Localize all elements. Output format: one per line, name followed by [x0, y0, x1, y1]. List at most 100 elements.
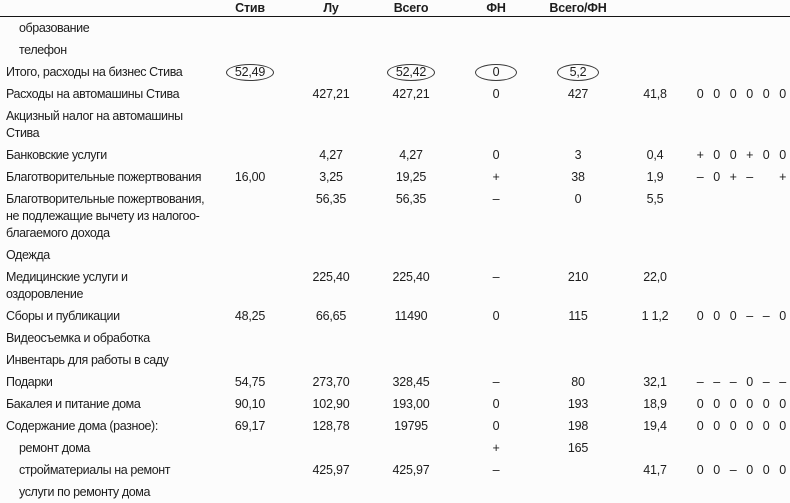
cell-totalfn: 198: [538, 418, 618, 435]
cell-flag-1: 0: [692, 418, 709, 435]
cell-lu: 425,97: [294, 462, 368, 479]
row-label: Благотворительные пожертвования, не подл…: [0, 191, 206, 242]
cell-flag-5: –: [758, 308, 775, 325]
circled-value: 5,2: [557, 64, 599, 81]
cell-flag-4: 0: [742, 418, 759, 435]
cell-lu: 3,25: [294, 169, 368, 186]
cell-percent: 1 1,2: [618, 308, 692, 325]
col-header-steve: Стив: [206, 2, 294, 15]
cell-flag-1: 0: [692, 462, 709, 479]
table-row: Итого, расходы на бизнес Стива 52,49 52,…: [0, 61, 790, 83]
cell-flag-3: 0: [725, 418, 742, 435]
cell-percent: 5,5: [618, 191, 692, 208]
cell-flag-3: 0: [725, 86, 742, 103]
cell-fn: 0: [454, 396, 538, 413]
cell-flag-1: –: [692, 374, 709, 391]
row-label: Медицинские услуги и оздоровление: [0, 269, 206, 303]
table-row: Медицинские услуги и оздоровление 225,40…: [0, 266, 790, 305]
col-header-totalfn: Всего/ФН: [538, 2, 618, 15]
table-row: стройматериалы на ремонт 425,97 425,97 –…: [0, 459, 790, 481]
cell-flag-3: 0: [725, 308, 742, 325]
table-row: услуги по ремонту дома: [0, 481, 790, 503]
cell-flag-2: 0: [709, 308, 726, 325]
cell-flag-5: –: [758, 374, 775, 391]
circled-value: 0: [475, 64, 517, 81]
cell-total: 225,40: [368, 269, 454, 286]
cell-flag-6: –: [775, 374, 790, 391]
table-row: Банковские услуги 4,27 4,27 0 3 0,4 + 0 …: [0, 144, 790, 166]
cell-flag-4: 0: [742, 86, 759, 103]
table-row: образование: [0, 17, 790, 39]
cell-fn: 0: [454, 64, 538, 81]
row-label: Сборы и публикации: [0, 308, 206, 325]
row-label: Видеосъемка и обработка: [0, 330, 206, 347]
table-row: Акцизный налог на автомашины Стива: [0, 105, 790, 144]
cell-steve: 16,00: [206, 169, 294, 186]
cell-percent: 18,9: [618, 396, 692, 413]
cell-percent: 19,4: [618, 418, 692, 435]
cell-flag-5: 0: [758, 418, 775, 435]
cell-flag-6: 0: [775, 147, 790, 164]
table-row: телефон: [0, 39, 790, 61]
cell-fn: +: [454, 169, 538, 186]
cell-flag-5: 0: [758, 462, 775, 479]
table-row: Одежда: [0, 244, 790, 266]
table-header-row: Стив Лу Всего ФН Всего/ФН: [0, 0, 790, 17]
table-row: Благотворительные пожертвования, не подл…: [0, 188, 790, 244]
table-row: Благотворительные пожертвования 16,00 3,…: [0, 166, 790, 188]
row-label: образование: [0, 20, 206, 37]
cell-flag-5: 0: [758, 86, 775, 103]
table-row: ремонт дома + 165: [0, 437, 790, 459]
row-label: стройматериалы на ремонт: [0, 462, 206, 479]
cell-flag-3: +: [725, 169, 742, 186]
cell-flag-1: –: [692, 169, 709, 186]
cell-total: 52,42: [368, 64, 454, 81]
cell-total: 19795: [368, 418, 454, 435]
cell-fn: 0: [454, 86, 538, 103]
cell-total: 19,25: [368, 169, 454, 186]
cell-totalfn: 0: [538, 191, 618, 208]
cell-flag-2: 0: [709, 86, 726, 103]
circled-value: 52,49: [226, 64, 274, 81]
cell-steve: 90,10: [206, 396, 294, 413]
cell-total: 193,00: [368, 396, 454, 413]
cell-fn: +: [454, 440, 538, 457]
cell-flag-2: 0: [709, 462, 726, 479]
cell-total: 4,27: [368, 147, 454, 164]
cell-flag-6: +: [775, 169, 790, 186]
cell-lu: 273,70: [294, 374, 368, 391]
cell-totalfn: 193: [538, 396, 618, 413]
cell-steve: 69,17: [206, 418, 294, 435]
row-label: Расходы на автомашины Стива: [0, 86, 206, 103]
cell-fn: 0: [454, 147, 538, 164]
row-label: ремонт дома: [0, 440, 206, 457]
cell-flag-2: –: [709, 374, 726, 391]
cell-totalfn: 5,2: [538, 64, 618, 81]
cell-flag-4: 0: [742, 462, 759, 479]
circled-value: 52,42: [387, 64, 435, 81]
cell-steve: 52,49: [206, 64, 294, 81]
cell-flag-4: –: [742, 169, 759, 186]
cell-percent: 41,7: [618, 462, 692, 479]
cell-flag-2: 0: [709, 169, 726, 186]
cell-lu: 128,78: [294, 418, 368, 435]
cell-lu: 66,65: [294, 308, 368, 325]
row-label: телефон: [0, 42, 206, 59]
cell-flag-5: 0: [758, 147, 775, 164]
cell-lu: 427,21: [294, 86, 368, 103]
cell-steve: 54,75: [206, 374, 294, 391]
cell-flag-1: +: [692, 147, 709, 164]
row-label: Подарки: [0, 374, 206, 391]
cell-flag-4: +: [742, 147, 759, 164]
cell-flag-1: 0: [692, 86, 709, 103]
cell-percent: 32,1: [618, 374, 692, 391]
cell-fn: –: [454, 191, 538, 208]
cell-totalfn: 38: [538, 169, 618, 186]
table-row: Расходы на автомашины Стива 427,21 427,2…: [0, 83, 790, 105]
cell-totalfn: 80: [538, 374, 618, 391]
row-label: Акцизный налог на автомашины Стива: [0, 108, 206, 142]
cell-flag-3: –: [725, 462, 742, 479]
cell-lu: 225,40: [294, 269, 368, 286]
row-label: Банковские услуги: [0, 147, 206, 164]
